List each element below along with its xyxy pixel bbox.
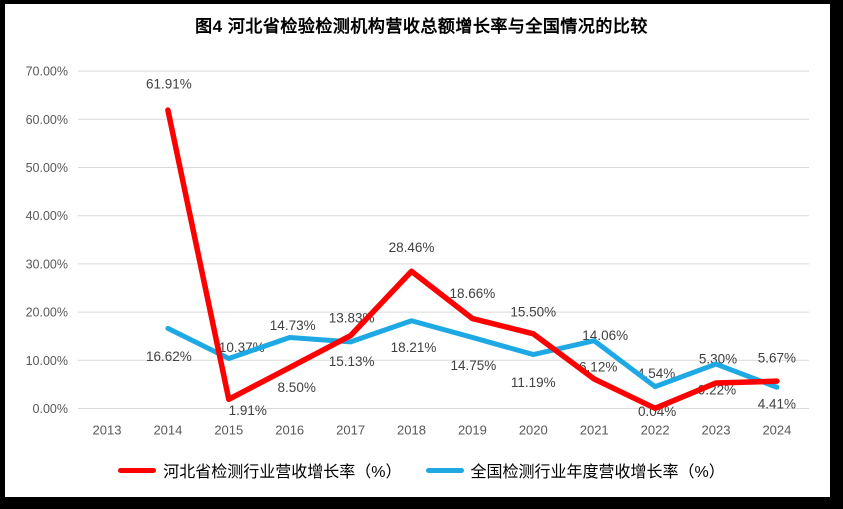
- y-tick-label: 10.00%: [26, 354, 68, 368]
- data-label-national-2020: 11.19%: [511, 375, 556, 390]
- y-tick-label: 60.00%: [26, 113, 68, 127]
- data-label-hebei-2021: 6.12%: [579, 360, 617, 375]
- y-tick-label: 50.00%: [26, 161, 68, 175]
- x-tick-label: 2023: [702, 423, 731, 438]
- x-tick-label: 2017: [336, 423, 365, 438]
- data-label-hebei-2019: 18.66%: [450, 286, 496, 301]
- x-tick-label: 2014: [153, 423, 182, 438]
- legend-item-hebei: 河北省检测行业营收增长率（%）: [118, 458, 402, 482]
- data-label-national-2016: 14.73%: [270, 318, 316, 333]
- x-tick-label: 2021: [580, 423, 609, 438]
- legend-label-national: 全国检测行业年度营收增长率（%）: [470, 464, 725, 481]
- data-label-hebei-2020: 15.50%: [510, 304, 556, 319]
- data-label-national-2019: 14.75%: [451, 358, 497, 373]
- x-tick-label: 2016: [275, 423, 304, 438]
- hebei-series-line: [165, 107, 780, 412]
- y-tick-label: 40.00%: [26, 209, 68, 223]
- x-tick-label: 2013: [93, 423, 122, 438]
- x-tick-label: 2015: [214, 423, 243, 438]
- x-tick-label: 2024: [762, 423, 791, 438]
- data-label-hebei-2016: 8.50%: [278, 380, 316, 395]
- y-tick-label: 70.00%: [26, 65, 68, 79]
- chart-background: [5, 4, 830, 497]
- data-label-hebei-2023: 5.30%: [699, 351, 737, 366]
- data-label-national-2018: 18.21%: [391, 340, 437, 355]
- data-label-hebei-2017: 15.13%: [329, 354, 375, 369]
- legend-item-national: 全国检测行业年度营收增长率（%）: [425, 458, 725, 482]
- data-label-hebei-2024: 5.67%: [758, 351, 796, 366]
- hebei-line-swatch-icon: [118, 467, 157, 473]
- data-label-hebei-2015: 1.91%: [229, 403, 267, 418]
- x-tick-label: 2019: [458, 423, 487, 438]
- national-series-line: [165, 318, 780, 390]
- data-label-national-2014: 16.62%: [146, 349, 192, 364]
- legend-label-hebei: 河北省检测行业营收增长率（%）: [163, 464, 402, 481]
- y-tick-label: 30.00%: [26, 257, 68, 271]
- x-tick-label: 2022: [641, 423, 670, 438]
- data-label-national-2024: 4.41%: [758, 397, 796, 412]
- x-tick-label: 2020: [519, 423, 548, 438]
- x-tick-label: 2018: [397, 423, 426, 438]
- y-tick-label: 20.00%: [26, 306, 68, 320]
- data-label-hebei-2014: 61.91%: [146, 77, 192, 92]
- national-line-swatch-icon: [425, 467, 464, 473]
- data-label-hebei-2018: 28.46%: [389, 240, 435, 255]
- y-tick-label: 0.00%: [33, 402, 68, 416]
- chart-legend: 河北省检测行业营收增长率（%） 全国检测行业年度营收增长率（%）: [0, 457, 843, 483]
- chart-title: 图4 河北省检验检测机构营收总额增长率与全国情况的比较: [195, 17, 648, 36]
